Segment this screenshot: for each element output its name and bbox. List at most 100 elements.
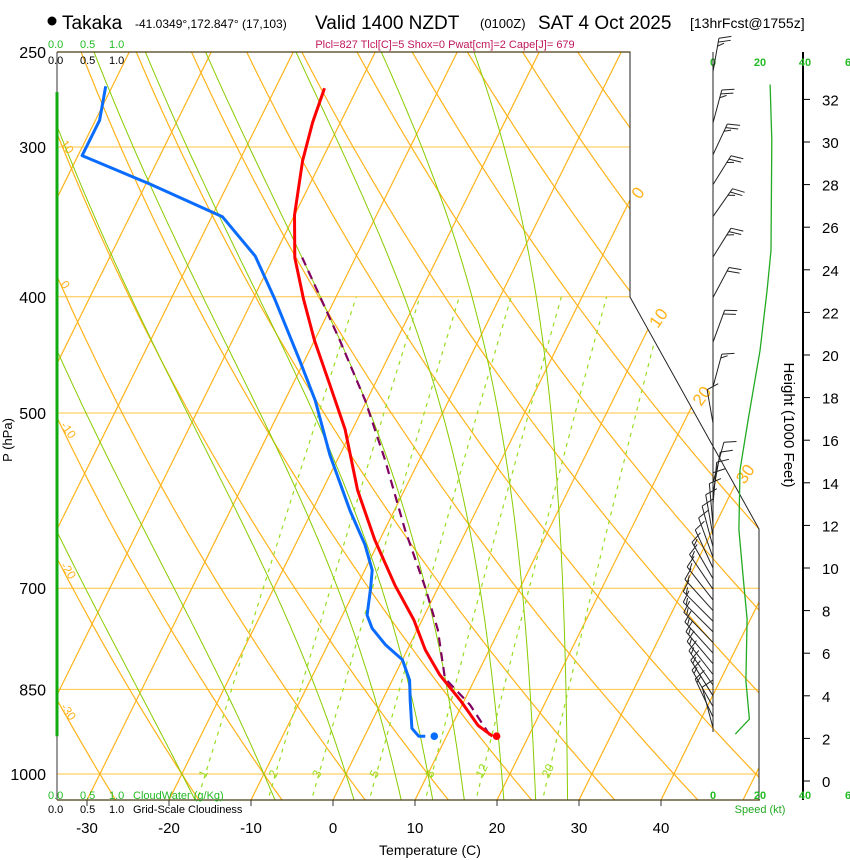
- plot-border: [57, 51, 760, 800]
- cloud-scale-top: 0.0 0.5 1.0 0.0 0.5 1.0: [48, 39, 124, 67]
- dry-adiabat-line: [454, 52, 759, 800]
- cloud-scale-tick: 1.0: [109, 804, 124, 816]
- wind-barb-staff: [682, 591, 714, 622]
- height-tick-label: 22: [822, 305, 839, 322]
- wind-barb-feather: [694, 520, 705, 531]
- moist-adiabat-line: [465, 52, 569, 800]
- moist-adiabat-line: [136, 52, 434, 800]
- wind-speed-axis-title: Speed (kt): [735, 804, 786, 816]
- dry-adiabat-label: -30: [58, 701, 80, 724]
- cloud-scale-tick: 0.5: [80, 790, 95, 802]
- mixing-ratio-line: [195, 296, 357, 800]
- wind-speed-tick-bottom: 6: [845, 790, 850, 802]
- cloud-scale-tick: 0.5: [80, 804, 95, 816]
- dry-adiabat-line: [57, 52, 119, 800]
- height-tick-label: 26: [822, 220, 839, 237]
- plot-background: [57, 52, 759, 800]
- wind-barb-feather: [732, 188, 745, 193]
- wind-speed-tick-bottom: 20: [754, 790, 766, 802]
- pressure-tick-label: 850: [19, 682, 46, 699]
- moist-adiabat-line: [57, 52, 278, 800]
- isotherm-label: 10: [646, 305, 672, 331]
- dry-adiabat-line: [57, 52, 203, 800]
- wind-barb-staff: [694, 678, 714, 718]
- mixing-ratio-line: [541, 296, 667, 800]
- wind-barb-feather: [686, 630, 695, 642]
- wind-barb-feather: [691, 550, 695, 558]
- cloud-scale-tick: 0.5: [80, 55, 95, 67]
- moist-adiabat-line: [285, 52, 505, 800]
- wind-barb-feather: [705, 488, 718, 496]
- wind-barb-staff: [701, 687, 714, 728]
- wind-barb-icon: [701, 679, 714, 728]
- wind-barb-feather: [727, 123, 740, 126]
- wind-barb-staff: [708, 483, 714, 526]
- wind-panel: 0246810121416182022242628303200202040406…: [682, 35, 850, 802]
- wind-barb-icon: [694, 520, 714, 569]
- dry-adiabat-label: 0: [58, 278, 73, 292]
- isotherm-line: [57, 52, 223, 800]
- dry-adiabat-line: [57, 52, 286, 800]
- temperature-tick-label: -20: [158, 820, 180, 837]
- pressure-tick-label: 250: [19, 45, 46, 62]
- wind-barb-icon: [712, 458, 730, 505]
- isotherm-line: [57, 52, 141, 800]
- wind-barb-feather: [691, 532, 701, 543]
- wind-barb-icon: [694, 669, 714, 718]
- station-name: Takaka: [62, 13, 123, 34]
- wind-barb-icon: [705, 488, 718, 537]
- y-axis-title: P (hPa): [0, 418, 15, 462]
- pressure-tick-label: 400: [19, 290, 46, 307]
- wind-barb-feather: [686, 556, 695, 568]
- dry-adiabat-line: [290, 52, 759, 800]
- height-tick-label: 16: [822, 433, 839, 450]
- dry-adiabat-line: [345, 52, 759, 800]
- temperature-tick-label: -30: [76, 820, 98, 837]
- wind-speed-tick-bottom: 40: [799, 790, 811, 802]
- mixing-ratio-line: [309, 296, 460, 800]
- isotherm-line: [248, 52, 633, 800]
- temperature-tick-label: 10: [407, 820, 424, 837]
- height-tick-label: 12: [822, 518, 839, 535]
- moist-adiabat-line: [85, 52, 403, 800]
- surface-dewpoint-marker: [430, 732, 439, 741]
- wind-speed-line: [734, 84, 773, 735]
- wind-barb-feather: [687, 575, 690, 583]
- wind-barb-staff: [712, 38, 720, 72]
- moist-adiabat-line: [195, 52, 466, 800]
- wind-barb-staff: [712, 155, 732, 185]
- wind-barb-staff: [701, 506, 714, 547]
- wind-barb-icon: [712, 35, 732, 72]
- indices-line: Plcl=827 Tlcl[C]=5 Shox=0 Pwat[cm]=2 Cap…: [315, 39, 574, 51]
- cloud-scale-tick: 1.0: [109, 55, 124, 67]
- wind-barb-icon: [712, 266, 742, 298]
- wind-barb-feather: [689, 563, 693, 571]
- wind-barb-staff: [683, 611, 714, 643]
- wind-barb-feather: [696, 676, 702, 683]
- wind-barb-icon: [706, 383, 719, 424]
- wind-barb-feather: [690, 647, 695, 655]
- height-tick-label: 28: [822, 178, 839, 195]
- wind-barb-feather: [688, 627, 692, 635]
- wind-barb-feather: [701, 498, 713, 507]
- mixing-ratio-line: [266, 296, 421, 800]
- height-tick-label: 2: [822, 731, 830, 748]
- moist-adiabat-line: [57, 52, 356, 800]
- dry-adiabat-label: 10: [58, 137, 77, 156]
- mixing-ratio-label: 3: [309, 767, 325, 779]
- wind-barb-icon: [683, 600, 714, 643]
- cloudiness-label: Grid-Scale Cloudiness: [133, 804, 243, 816]
- dry-adiabat-line: [235, 52, 759, 800]
- height-tick-label: 18: [822, 391, 839, 408]
- wind-barb-feather: [720, 449, 733, 453]
- dry-adiabat-line: [57, 52, 369, 800]
- wind-barb-staff: [691, 542, 714, 579]
- wind-barb-feather: [682, 590, 690, 603]
- pressure-tick-label: 700: [19, 581, 46, 598]
- height-axis-title: Height (1000 Feet): [780, 362, 797, 487]
- wind-barb-feather: [685, 597, 689, 606]
- temperature-tick-label: 40: [653, 820, 670, 837]
- wind-barb-feather: [725, 127, 739, 130]
- wind-barb-icon: [708, 478, 722, 526]
